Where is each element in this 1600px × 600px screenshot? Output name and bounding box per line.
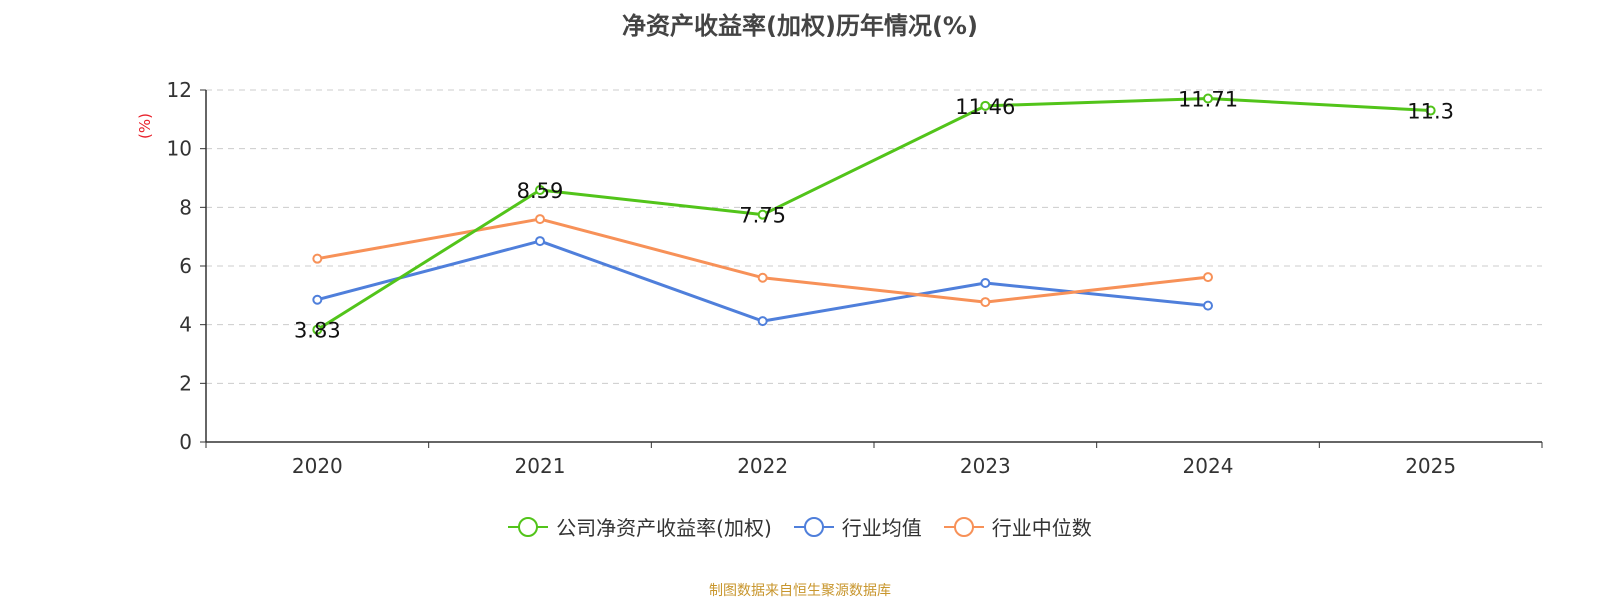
- data-label: 11.46: [955, 95, 1015, 119]
- data-point-1: [1203, 300, 1213, 311]
- x-tick-label: 2025: [1405, 454, 1456, 478]
- legend-label-industry-median: 行业中位数: [991, 516, 1092, 540]
- data-point-0: [980, 100, 991, 111]
- x-tick-label: 2023: [960, 454, 1011, 478]
- data-point-0: [1425, 105, 1436, 116]
- y-tick-label: 0: [179, 430, 192, 454]
- legend-marker-industry-mean: [793, 516, 834, 537]
- data-label: 11.3: [1407, 100, 1454, 124]
- data-point-1: [757, 316, 768, 327]
- data-label: 8.59: [517, 179, 564, 203]
- x-tick-label: 2021: [515, 454, 566, 478]
- y-tick-label: 8: [179, 195, 192, 219]
- series-line-0: [316, 97, 1431, 331]
- legend-item-industry-median[interactable]: 行业中位数: [943, 512, 1092, 541]
- data-point-2: [312, 253, 323, 264]
- data-point-2: [757, 272, 768, 283]
- legend-label-industry-mean: 行业均值: [841, 516, 922, 540]
- x-tick-label: 2022: [737, 454, 788, 478]
- series-line-2: [317, 217, 1209, 304]
- legend-item-industry-mean[interactable]: 行业均值: [793, 512, 922, 541]
- data-point-0: [312, 324, 323, 335]
- data-point-0: [757, 209, 768, 220]
- x-tick-label: 2020: [292, 454, 343, 478]
- y-tick-label: 10: [167, 137, 192, 161]
- data-point-1: [980, 278, 991, 289]
- data-point-2: [980, 297, 991, 308]
- data-point-2: [535, 214, 545, 225]
- data-label: 11.71: [1178, 88, 1238, 112]
- legend-label-company: 公司净资产收益率(加权): [556, 516, 772, 540]
- data-label: 7.75: [739, 204, 786, 228]
- y-tick-label: 2: [179, 371, 192, 395]
- legend-marker-industry-median: [943, 516, 984, 537]
- data-point-1: [535, 236, 545, 247]
- data-point-0: [535, 185, 545, 196]
- data-point-2: [1203, 272, 1213, 283]
- legend-marker-company: [508, 516, 549, 537]
- legend-item-company[interactable]: 公司净资产收益率(加权): [508, 512, 772, 541]
- legend: 公司净资产收益率(加权) 行业均值 行业中位数: [0, 512, 1600, 541]
- x-tick-label: 2024: [1183, 454, 1234, 478]
- y-tick-label: 12: [167, 78, 192, 102]
- data-label: 3.83: [294, 319, 341, 343]
- data-point-0: [1203, 93, 1213, 104]
- y-tick-label: 6: [179, 254, 192, 278]
- data-point-1: [312, 294, 323, 305]
- source-note: 制图数据来自恒生聚源数据库: [709, 583, 891, 599]
- y-axis-label: (%): [136, 113, 154, 139]
- y-tick-label: 4: [179, 313, 192, 337]
- chart-title: 净资产收益率(加权)历年情况(%): [622, 12, 978, 40]
